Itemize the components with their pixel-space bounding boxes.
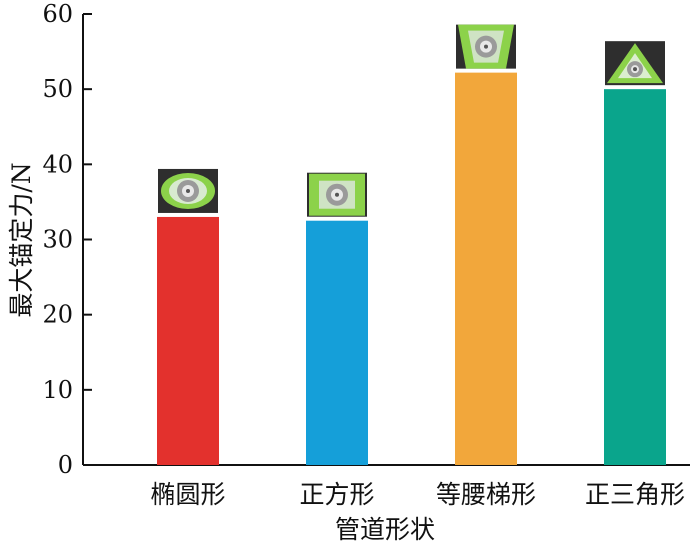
x-tick-label: 正方形 bbox=[299, 480, 374, 509]
x-tick-label: 椭圆形 bbox=[150, 480, 225, 509]
bar-2 bbox=[306, 220, 368, 465]
x-tick-label: 正三角形 bbox=[585, 480, 685, 509]
y-tick-label: 20 bbox=[42, 301, 73, 329]
triangle-pipe-icon bbox=[605, 41, 665, 86]
bar-3 bbox=[455, 72, 517, 465]
bars bbox=[157, 72, 666, 466]
x-axis-title: 管道形状 bbox=[335, 515, 435, 544]
square-pipe-icon bbox=[307, 172, 367, 217]
bar-4 bbox=[604, 89, 666, 466]
y-tick-label: 60 bbox=[42, 0, 73, 28]
trapezoid-pipe-icon bbox=[456, 24, 516, 69]
y-tick-label: 30 bbox=[42, 226, 73, 254]
bar-1 bbox=[157, 216, 219, 465]
bar-thumbnails bbox=[158, 24, 665, 217]
y-tick-label: 10 bbox=[42, 376, 73, 404]
x-tick-labels: 椭圆形 正方形 等腰梯形 正三角形 bbox=[150, 480, 685, 509]
x-tick-label: 等腰梯形 bbox=[436, 480, 536, 509]
y-tick-label: 40 bbox=[42, 150, 73, 178]
y-tick-label: 50 bbox=[42, 75, 73, 103]
y-axis-title: 最大锚定力/N bbox=[7, 162, 36, 317]
ellipse-pipe-icon bbox=[158, 168, 218, 213]
y-ticks: 0 10 20 30 40 50 60 bbox=[42, 0, 92, 479]
y-tick-label: 0 bbox=[58, 451, 73, 479]
